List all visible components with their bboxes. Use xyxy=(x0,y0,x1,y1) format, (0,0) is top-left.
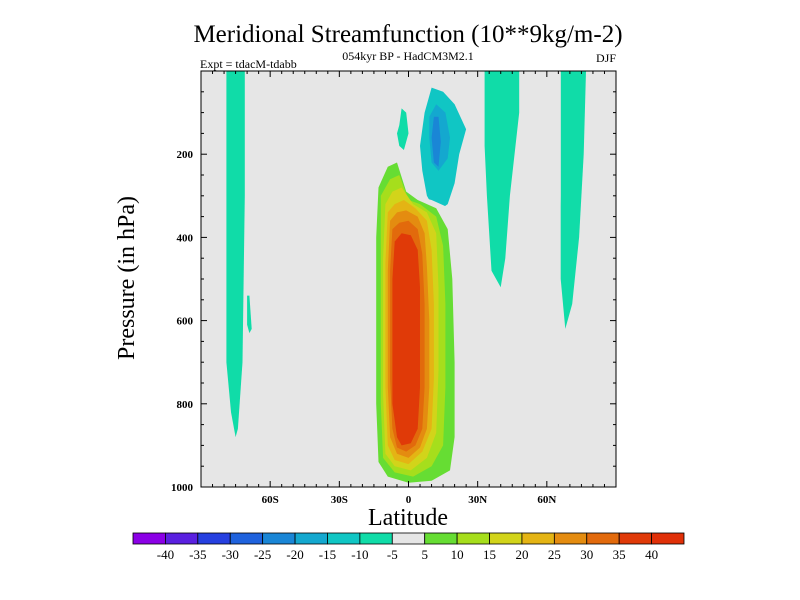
x-tick-label: 0 xyxy=(406,494,412,506)
colorbar-box xyxy=(197,532,231,545)
colorbar-box xyxy=(456,532,490,545)
colorbar-label: 35 xyxy=(613,547,626,562)
chart-subtitle-center: 054kyr BP - HadCM3M2.1 xyxy=(342,49,474,63)
fill-nh-upper-neg-20 xyxy=(431,116,441,167)
colorbar-label: 5 xyxy=(421,547,428,562)
colorbar-box xyxy=(618,532,652,545)
y-tick-label: 400 xyxy=(177,232,194,244)
colorbar-box xyxy=(391,532,426,545)
y-tick-label: 800 xyxy=(177,399,194,411)
colorbar-label: -40 xyxy=(157,547,174,562)
colorbar-label: -30 xyxy=(222,547,239,562)
colorbar-label: -10 xyxy=(351,547,368,562)
colorbar-box xyxy=(327,532,361,545)
colorbar-box xyxy=(424,532,458,545)
y-tick-label: 600 xyxy=(177,316,194,328)
colorbar-box xyxy=(521,532,555,545)
chart-subtitle-left: Expt = tdacM-tdabb xyxy=(200,57,297,71)
contour-fills xyxy=(226,71,586,487)
y-axis-label: Pressure (in hPa) xyxy=(114,196,140,360)
colorbar-box xyxy=(165,532,199,545)
colorbar-label: -20 xyxy=(286,547,303,562)
fill-sh-highlat-neg xyxy=(226,71,245,438)
plot-area: 60S 30S 0 30N 60N 200 400 600 800 1000 xyxy=(171,70,617,506)
fill-nh-strip-pos xyxy=(456,204,467,487)
colorbar-box xyxy=(359,532,393,545)
colorbar-label: -25 xyxy=(254,547,271,562)
colorbar-box xyxy=(294,532,328,545)
colorbar-label: 40 xyxy=(645,547,658,562)
colorbar-label: 25 xyxy=(548,547,561,562)
colorbar-box xyxy=(262,532,296,545)
y-tick-label: 200 xyxy=(177,149,194,161)
axis-ticks: 60S 30S 0 30N 60N 200 400 600 800 1000 xyxy=(171,70,617,506)
colorbar-box xyxy=(651,532,685,545)
colorbar-box xyxy=(132,532,166,545)
colorbar-label: 10 xyxy=(451,547,464,562)
fill-pos-40 xyxy=(392,233,420,446)
colorbar-label: 15 xyxy=(483,547,496,562)
x-tick-label: 60S xyxy=(262,494,279,506)
fill-nh-high-pos-b xyxy=(551,71,561,471)
colorbar-box xyxy=(586,532,620,545)
colorbar-box xyxy=(229,532,264,545)
colorbar-label: 30 xyxy=(580,547,593,562)
fill-eq-upper-pos xyxy=(410,71,420,130)
fill-nh-mid-neg xyxy=(484,71,520,288)
fill-nh-mid-pos xyxy=(514,170,531,471)
colorbar-box xyxy=(489,532,523,545)
chart-title: Meridional Streamfunction (10**9kg/m-2) xyxy=(193,21,622,48)
colorbar-box xyxy=(553,532,588,545)
colorbar-label: -5 xyxy=(387,547,398,562)
colorbar-label: -15 xyxy=(319,547,336,562)
x-tick-label: 30S xyxy=(331,494,348,506)
chart-subtitle-right: DJF xyxy=(596,51,616,65)
x-tick-label: 30N xyxy=(468,494,487,506)
fill-eq-upper-neg xyxy=(397,108,409,150)
fill-sh-small-neg xyxy=(247,295,252,334)
fill-nh-high-pos-a xyxy=(539,71,552,467)
x-tick-label: 60N xyxy=(537,494,556,506)
fill-nh-high-neg xyxy=(560,71,586,329)
x-axis-label: Latitude xyxy=(368,505,448,531)
colorbar: -40 -35 -30 -25 -20 -15 -10 -5 5 10 15 20 25 30 35 40 xyxy=(132,532,685,562)
colorbar-label: -35 xyxy=(189,547,206,562)
colorbar-label: 20 xyxy=(515,547,528,562)
y-tick-label: 1000 xyxy=(171,482,194,494)
